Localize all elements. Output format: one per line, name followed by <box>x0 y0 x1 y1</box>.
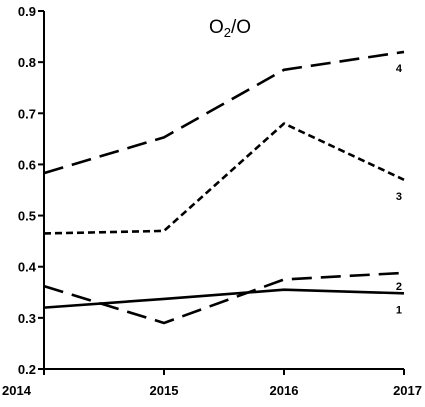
y-tick-label: 0.8 <box>18 55 36 70</box>
x-tick-label: 2015 <box>150 383 179 398</box>
chart-title-subscript: 2 <box>224 25 231 40</box>
chart-title-main: O <box>209 17 224 38</box>
y-axis-ticks: 0.2 0.3 0.4 0.5 0.6 0.7 0.8 0.9 <box>18 4 44 377</box>
series-lines <box>43 50 405 325</box>
series-line-1 <box>43 288 405 309</box>
x-tick-label: 2014 <box>2 383 32 398</box>
series-line-2 <box>43 271 405 325</box>
series-line-4 <box>43 50 405 175</box>
series-labels: 1 2 3 4 <box>396 63 403 316</box>
x-tick-label: 2017 <box>393 383 422 398</box>
series-label-2: 2 <box>396 281 402 293</box>
y-tick-label: 0.3 <box>18 311 36 326</box>
y-tick-label: 0.5 <box>18 209 36 224</box>
series-label-4: 4 <box>396 63 403 75</box>
series-label-3: 3 <box>396 191 402 203</box>
x-axis-ticks: 2014 2015 2016 2017 <box>2 369 422 398</box>
x-tick-label: 2016 <box>270 383 299 398</box>
series-label-1: 1 <box>396 304 402 316</box>
chart-title-suffix: /O <box>231 17 251 38</box>
series-line-3 <box>43 122 405 235</box>
y-tick-label: 0.9 <box>18 4 36 19</box>
y-tick-label: 0.7 <box>18 106 36 121</box>
y-tick-label: 0.6 <box>18 157 36 172</box>
plot-area: 0.20.30.40.50.60.70.80.9 2014 2015 2016 201… <box>2 4 422 398</box>
y-tick-label: 0.4 <box>18 260 37 275</box>
chart-title: O2/O <box>209 17 251 40</box>
y-tick-label: 0.2 <box>18 362 36 377</box>
